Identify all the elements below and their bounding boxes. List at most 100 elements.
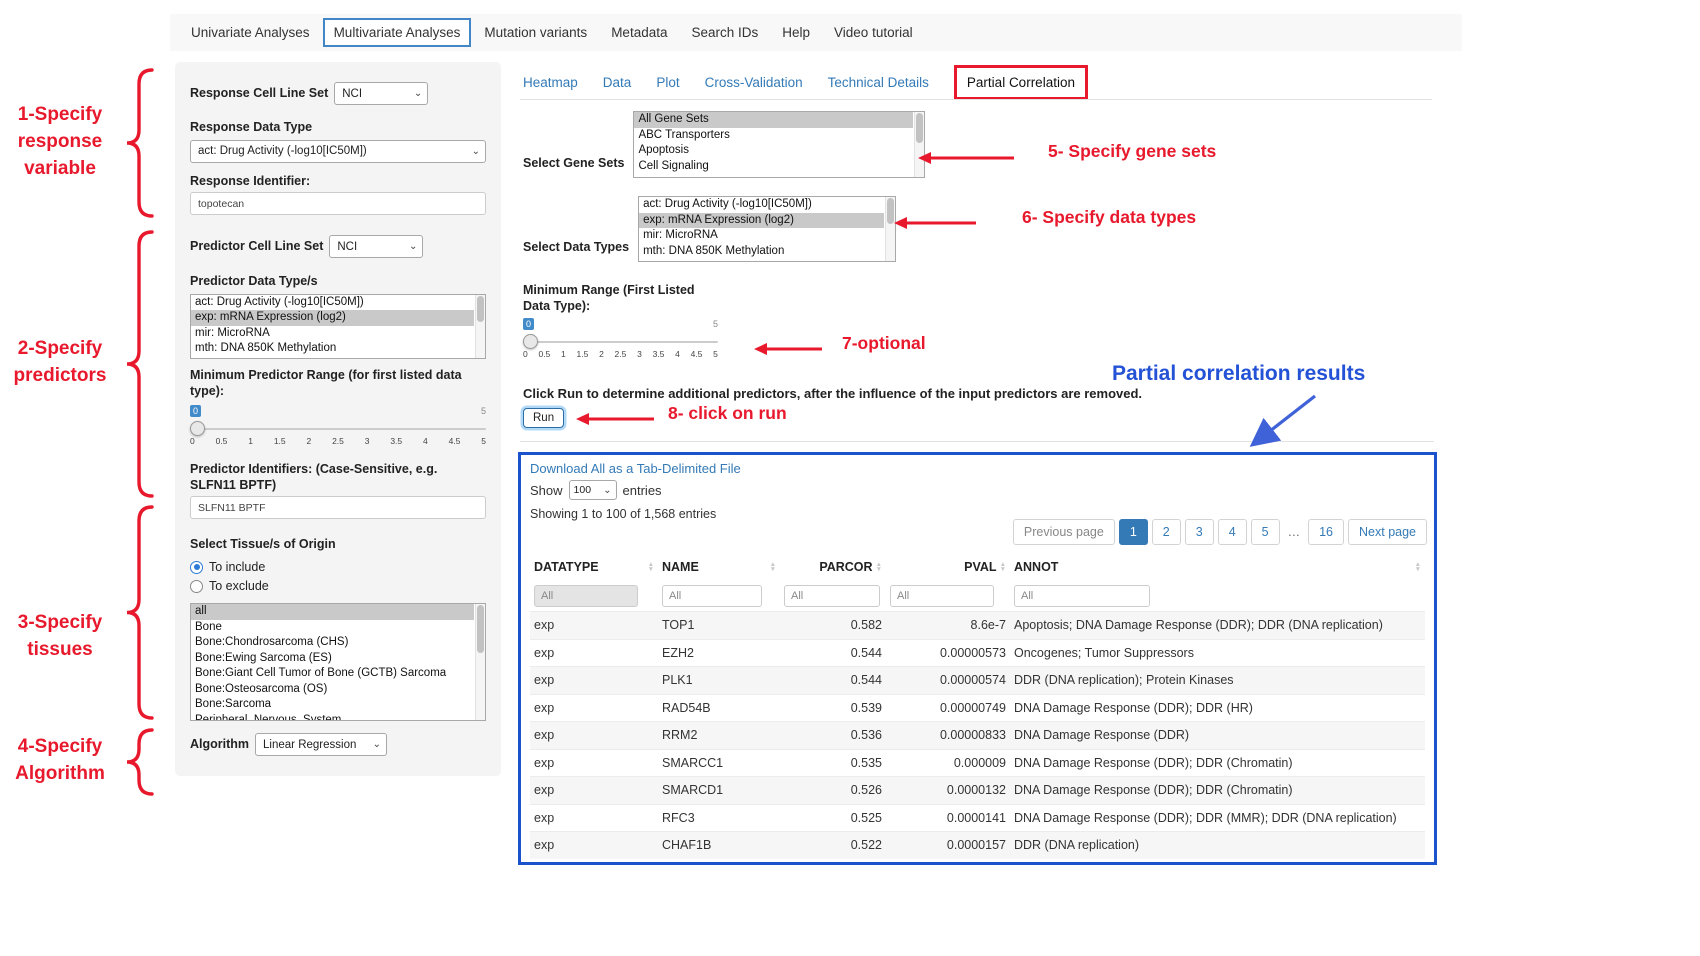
filter-input-pval[interactable] xyxy=(890,585,994,607)
table-body: exp TOP1 0.582 8.6e-7 Apoptosis; DNA Damage … xyxy=(530,611,1425,859)
gene-set-scrollbar[interactable] xyxy=(914,112,925,177)
slider-tick: 5 xyxy=(713,349,718,360)
show-entries-select[interactable]: 100 ⌄ xyxy=(568,480,617,500)
download-link[interactable]: Download All as a Tab-Delimited File xyxy=(530,461,741,476)
gene-set-option-all-gene-sets[interactable]: All Gene Sets xyxy=(634,112,914,128)
response-data-type-select[interactable]: act: Drug Activity (-log10[IC50M]) ⌄ xyxy=(190,139,486,163)
min-range-block: Minimum Range (First Listed Data Type): … xyxy=(523,283,723,364)
nav-item-help[interactable]: Help xyxy=(782,25,811,40)
tab-partial-correlation[interactable]: Partial Correlation xyxy=(953,64,1088,100)
table-row-smarcd1: exp SMARCD1 0.526 0.0000132 DNA Damage Respo… xyxy=(530,776,1425,804)
scrollbar-thumb[interactable] xyxy=(916,113,924,143)
column-header-datatype[interactable]: DATATYPE ▲ ▼ xyxy=(530,560,658,574)
filter-input-datatype[interactable] xyxy=(534,585,638,607)
slider-handle[interactable] xyxy=(523,334,538,350)
cell-parcor: 0.582 xyxy=(850,618,882,633)
tissue-include-radio[interactable]: To include xyxy=(190,560,486,574)
pagination-page-5[interactable]: 5 xyxy=(1250,519,1280,545)
tissue-exclude-radio[interactable]: To exclude xyxy=(190,579,486,593)
nav-item-multivariate-analyses[interactable]: Multivariate Analyses xyxy=(322,18,472,47)
data-type-option-exp-mrna-expression-log2[interactable]: exp: mRNA Expression (log2) xyxy=(639,212,885,228)
filter-input-annot[interactable] xyxy=(1014,585,1150,607)
cell-name: SMARCD1 xyxy=(662,783,724,798)
cell-name: SMARCC1 xyxy=(662,755,724,770)
column-header-pval[interactable]: PVAL ▲ ▼ xyxy=(886,560,1010,574)
cell-datatype: exp xyxy=(534,728,555,743)
column-header-name[interactable]: NAME ▲ ▼ xyxy=(658,560,780,574)
sort-desc-icon: ▼ xyxy=(647,566,654,573)
nav-item-search-ids[interactable]: Search IDs xyxy=(691,25,759,40)
column-header-annot[interactable]: ANNOT ▲ ▼ xyxy=(1010,560,1425,574)
tissue-option-bone-giant-cell-tumor-of-bone-gctb-sarcoma[interactable]: Bone:Giant Cell Tumor of Bone (GCTB) Sar… xyxy=(195,667,447,679)
tissue-option-peripheral-nervous-system[interactable]: Peripheral_Nervous_System xyxy=(195,713,342,721)
tissue-option-bone-ewing-sarcoma-es[interactable]: Bone:Ewing Sarcoma (ES) xyxy=(195,651,332,664)
nav-item-univariate-analyses[interactable]: Univariate Analyses xyxy=(191,25,310,40)
slider-track[interactable] xyxy=(190,428,486,431)
slider-tick: 1.5 xyxy=(273,436,286,447)
tissue-option-all[interactable]: all xyxy=(191,604,474,620)
slider-track[interactable] xyxy=(523,341,718,344)
min-range-slider[interactable]: 0 5 0 0.5 1 1.5 2 2.5 3 3.5 4 4.5 5 xyxy=(523,318,718,364)
nav-item-metadata[interactable]: Metadata xyxy=(611,25,668,40)
response-identifier-input[interactable] xyxy=(190,192,486,216)
predictor-data-type-option-mir-microrna[interactable]: mir: MicroRNA xyxy=(195,326,270,339)
column-header-parcor[interactable]: PARCOR ▲ ▼ xyxy=(780,560,886,574)
gene-sets-listbox[interactable]: All Gene Sets ABC Transporters Apoptosis Ce… xyxy=(633,111,926,178)
run-button[interactable]: Run xyxy=(523,408,565,428)
pagination-page-16[interactable]: 16 xyxy=(1308,519,1345,545)
cell-name: PLK1 xyxy=(662,673,693,688)
predictor-data-type-option-act-drug-activity-log10-ic50m[interactable]: act: Drug Activity (-log10[IC50M]) xyxy=(195,295,364,308)
nav-item-video-tutorial[interactable]: Video tutorial xyxy=(834,25,913,40)
run-block: Click Run to determine additional predic… xyxy=(523,386,1263,428)
data-type-option-mir-microrna[interactable]: mir: MicroRNA xyxy=(643,229,718,241)
column-label: PARCOR xyxy=(819,560,873,574)
tissue-exclude-label: To exclude xyxy=(209,579,269,593)
predictor-data-types-listbox[interactable]: act: Drug Activity (-log10[IC50M]) exp: m… xyxy=(190,293,486,359)
tabs-divider xyxy=(520,99,1432,100)
gene-set-option-abc-transporters[interactable]: ABC Transporters xyxy=(638,128,730,141)
filter-input-parcor[interactable] xyxy=(784,585,880,607)
predictor-data-type-option-exp-mrna-expression-log2[interactable]: exp: mRNA Expression (log2) xyxy=(191,310,474,326)
pagination-next[interactable]: Next page xyxy=(1348,519,1427,545)
response-cell-line-set-row: Response Cell Line Set NCI ⌄ xyxy=(190,82,486,105)
tab-technical-details[interactable]: Technical Details xyxy=(827,74,929,90)
pagination-page-3[interactable]: 3 xyxy=(1184,519,1214,545)
tissue-option-bone[interactable]: Bone xyxy=(195,620,222,633)
sort-asc-icon: ▲ xyxy=(647,560,654,568)
min-predictor-range-slider[interactable]: 0 5 0 0.5 1 1.5 2 2.5 3 3.5 4 4.5 5 xyxy=(190,405,486,451)
pagination-page-4[interactable]: 4 xyxy=(1217,519,1247,545)
predictor-data-type-scrollbar[interactable] xyxy=(475,294,485,358)
tissue-listbox[interactable]: all Bone Bone:Chondrosarcoma (CHS) Bone:Ewi… xyxy=(190,603,486,721)
predictor-data-type-option-mth-dna-850k-methylation[interactable]: mth: DNA 850K Methylation xyxy=(195,342,337,355)
scrollbar-thumb[interactable] xyxy=(887,198,895,224)
pagination-previous[interactable]: Previous page xyxy=(1012,519,1115,545)
data-type-option-act-drug-activity-log10-ic50m[interactable]: act: Drug Activity (-log10[IC50M]) xyxy=(643,198,812,210)
scrollbar-thumb[interactable] xyxy=(477,295,484,322)
predictor-cell-line-set-select[interactable]: NCI ⌄ xyxy=(329,235,424,259)
data-types-listbox[interactable]: act: Drug Activity (-log10[IC50M]) exp: m… xyxy=(638,196,897,262)
predictor-identifiers-input[interactable] xyxy=(190,496,486,520)
scrollbar-thumb[interactable] xyxy=(477,605,484,653)
slider-handle[interactable] xyxy=(190,421,205,437)
table-header-row: DATATYPE ▲ ▼ NAME ▲ ▼ PARCOR ▲ ▼ PVAL ▲ ▼ ANNOT ▲ ▼ xyxy=(530,553,1425,581)
radio-unchecked-icon xyxy=(190,579,203,593)
algorithm-select[interactable]: Linear Regression ⌄ xyxy=(255,733,388,756)
tab-cross-validation[interactable]: Cross-Validation xyxy=(704,74,803,90)
data-type-option-mth-dna-850k-methylation[interactable]: mth: DNA 850K Methylation xyxy=(643,244,785,257)
pagination-page-1[interactable]: 1 xyxy=(1118,519,1148,545)
gene-set-option-apoptosis[interactable]: Apoptosis xyxy=(638,144,689,156)
gene-set-option-cell-signaling[interactable]: Cell Signaling xyxy=(638,159,709,172)
tissue-option-bone-osteosarcoma-os[interactable]: Bone:Osteosarcoma (OS) xyxy=(195,682,328,695)
response-cell-line-set-select[interactable]: NCI ⌄ xyxy=(334,82,429,105)
data-type-scrollbar[interactable] xyxy=(885,197,896,261)
tissue-scrollbar[interactable] xyxy=(475,604,485,720)
tab-plot[interactable]: Plot xyxy=(656,74,680,90)
nav-item-mutation-variants[interactable]: Mutation variants xyxy=(484,25,588,40)
tissue-option-bone-chondrosarcoma-chs[interactable]: Bone:Chondrosarcoma (CHS) xyxy=(195,636,349,648)
tissue-option-bone-sarcoma[interactable]: Bone:Sarcoma xyxy=(195,698,272,710)
column-label: PVAL xyxy=(964,560,997,574)
filter-input-name[interactable] xyxy=(662,585,762,607)
pagination-page-2[interactable]: 2 xyxy=(1151,519,1181,545)
tab-data[interactable]: Data xyxy=(602,74,632,90)
tab-heatmap[interactable]: Heatmap xyxy=(523,74,578,90)
